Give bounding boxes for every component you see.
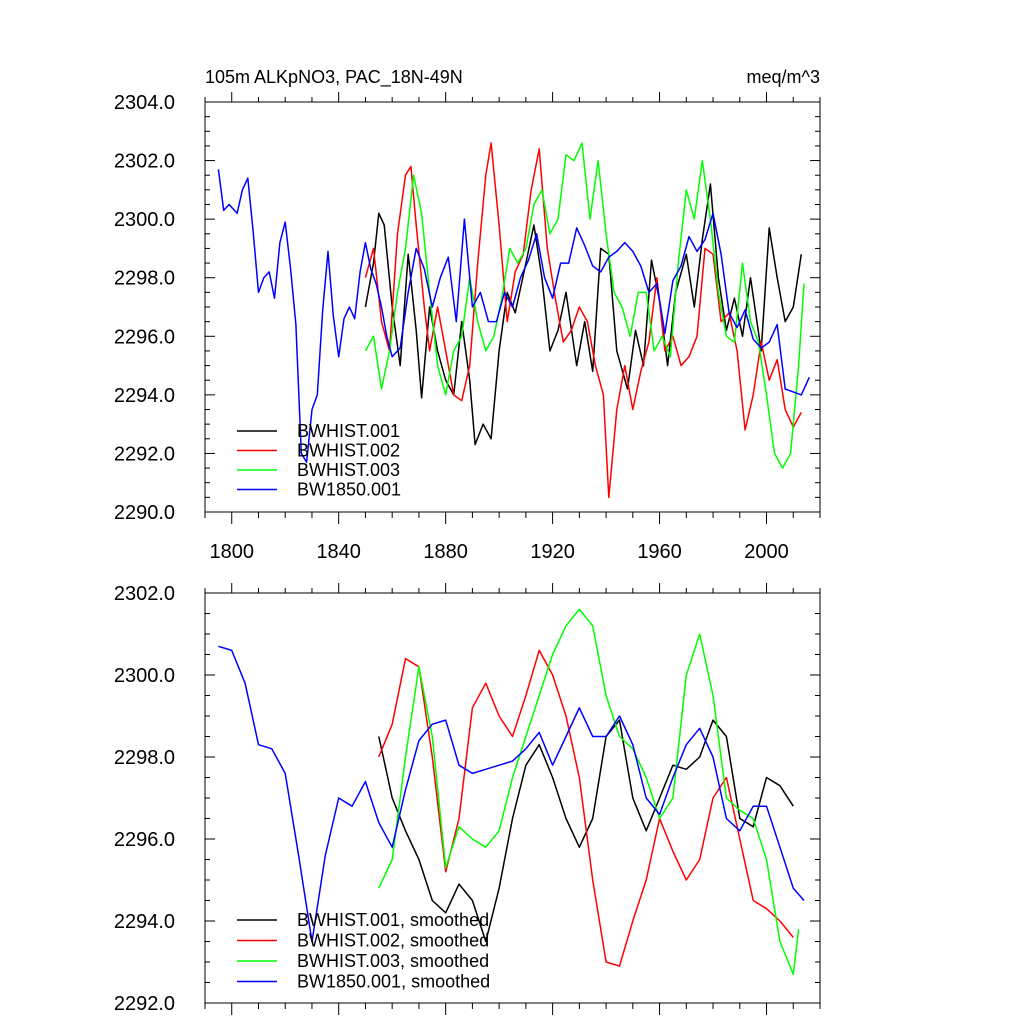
top-legend-label: BWHIST.002 [297,441,400,461]
top-series-line-4 [217,169,810,463]
top-x-tick-label: 1960 [637,541,682,563]
bottom-plot-lines [218,608,805,976]
top-axes: 2290.0 2292.0 2294.0 2296.0 2298.0 2300.0 2302… [114,92,821,563]
top-y-tick-label: 2296.0 [114,326,175,348]
bottom-series-line-4 [218,645,805,943]
bottom-legend-label: BW1850.001, smoothed [297,972,490,992]
top-y-tick-label: 2292.0 [114,443,175,465]
top-x-tick-label: 1920 [530,541,575,563]
bottom-legend-label: BWHIST.001, smoothed [297,910,489,930]
top-series-line-3 [364,142,805,469]
bottom-legend-label: BWHIST.003, smoothed [297,951,489,971]
top-x-tick-label: 1880 [423,541,468,563]
chart-title: 105m ALKpNO3, PAC_18N-49N [205,67,463,88]
bottom-y-tick-label: 2292.0 [114,993,175,1015]
top-panel: 2290.0 2292.0 2294.0 2296.0 2298.0 2300.0 2302… [114,92,821,563]
top-legend-label: BWHIST.001 [297,421,400,441]
bottom-y-tick-label: 2298.0 [114,747,175,769]
top-plot-lines [217,142,810,499]
top-y-tick-label: 2300.0 [114,209,175,231]
bottom-legend-label: BWHIST.002, smoothed [297,931,489,951]
top-series-line-1 [364,183,803,446]
top-x-tick-label: 1800 [209,541,254,563]
top-series-line-2 [364,142,802,499]
bottom-y-tick-label: 2294.0 [114,911,175,933]
top-legend-label: BWHIST.003 [297,460,400,480]
top-y-tick-label: 2294.0 [114,385,175,407]
top-x-tick-label: 2000 [744,541,789,563]
bottom-y-tick-label: 2302.0 [114,583,175,605]
units-label: meq/m^3 [747,67,820,87]
bottom-y-tick-label: 2296.0 [114,829,175,851]
top-y-tick-label: 2304.0 [114,92,175,114]
bottom-panel: 2292.0 2294.0 2296.0 2298.0 2300.0 2302.0 BWH… [114,583,821,1015]
bottom-y-tick-label: 2300.0 [114,665,175,687]
top-y-tick-label: 2302.0 [114,151,175,173]
top-y-tick-label: 2298.0 [114,268,175,290]
top-y-tick-label: 2290.0 [114,502,175,524]
top-legend-label: BW1850.001 [297,480,401,500]
top-x-tick-label: 1840 [316,541,361,563]
bottom-axes: 2292.0 2294.0 2296.0 2298.0 2300.0 2302.0 [114,583,821,1015]
bottom-series-line-3 [378,608,800,976]
